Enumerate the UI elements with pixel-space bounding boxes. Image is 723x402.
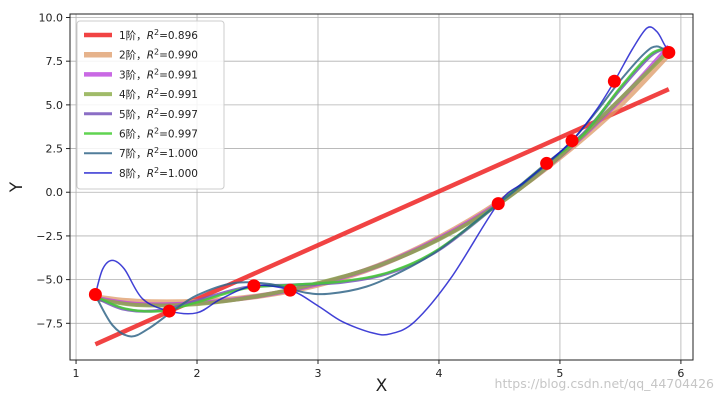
legend-label: 3阶，R2=0.991 (119, 67, 198, 81)
x-tick-label: 5 (556, 367, 563, 380)
legend-box (76, 20, 225, 190)
y-tick-label: −5.0 (36, 274, 63, 287)
data-point (247, 279, 261, 293)
legend-label: 1阶，R2=0.896 (119, 28, 198, 42)
legend-label: 6阶，R2=0.997 (119, 127, 198, 141)
legend-entry: 6阶，R2=0.997 (84, 127, 198, 141)
series-line-8 (94, 26, 670, 336)
legend-entry: 7阶，R2=1.000 (84, 146, 198, 160)
y-axis-label: Y (7, 181, 27, 193)
legend-entry: 5阶，R2=0.997 (84, 107, 198, 121)
x-tick-label: 6 (677, 367, 684, 380)
legend-label: 4阶，R2=0.991 (119, 87, 198, 101)
y-tick-label: −7.5 (36, 317, 63, 330)
data-point (540, 156, 554, 170)
watermark-text: https://blog.csdn.net/qq_44704426 (495, 376, 714, 391)
x-axis-label: X (376, 376, 388, 396)
legend-entry: 8阶，R2=1.000 (84, 166, 198, 180)
x-tick-label: 1 (73, 367, 80, 380)
legend-entry: 4阶，R2=0.991 (84, 87, 198, 101)
y-tick-label: 5.0 (46, 99, 64, 112)
y-tick-label: 10.0 (39, 11, 64, 24)
data-point (565, 134, 579, 148)
legend-entry: 1阶，R2=0.896 (84, 28, 198, 42)
y-tick-label: 0.0 (46, 186, 64, 199)
data-point (162, 304, 176, 318)
legend-label: 8阶，R2=1.000 (119, 166, 198, 180)
legend-label: 2阶，R2=0.990 (119, 48, 198, 62)
data-point (491, 197, 505, 211)
plot-frame (69, 13, 694, 361)
y-tick-label: −2.5 (36, 230, 63, 243)
legend: 1阶，R2=0.896 2阶，R2=0.990 3阶，R2=0.991 4阶，R2=0… (76, 20, 225, 190)
legend-entry: 2阶，R2=0.990 (84, 48, 198, 62)
legend-label: 5阶，R2=0.997 (119, 107, 198, 121)
y-tick-label: 2.5 (46, 143, 64, 156)
axis-ticks: 1 2 3 4 5 6 −7.5 −5.0 −2.5 0.0 2.5 5.0 7.5 10.0 (36, 11, 684, 380)
x-tick-label: 3 (314, 367, 321, 380)
legend-label: 7阶，R2=1.000 (119, 146, 198, 160)
x-tick-label: 2 (194, 367, 201, 380)
data-point (88, 287, 102, 301)
legend-entry: 3阶，R2=0.991 (84, 67, 198, 81)
data-point (662, 45, 676, 59)
data-point (607, 74, 621, 88)
y-tick-label: 7.5 (46, 55, 64, 68)
data-point (283, 283, 297, 297)
x-tick-label: 4 (435, 367, 442, 380)
data-points (88, 45, 676, 318)
